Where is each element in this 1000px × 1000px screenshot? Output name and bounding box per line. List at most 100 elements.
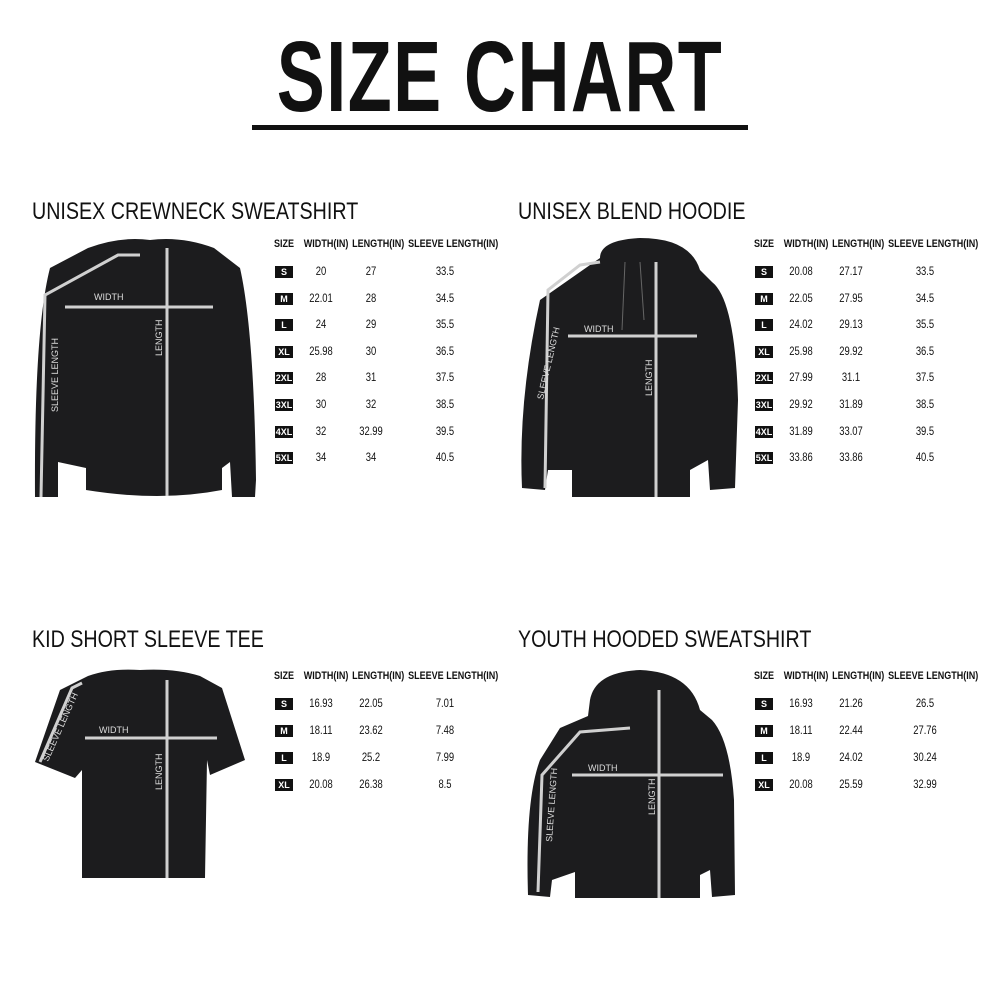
column-header-sleeve-length: SLEEVE LENGTH(IN) xyxy=(408,238,499,250)
cell-length: 24.02 xyxy=(839,752,863,764)
table-header: SIZE WIDTH(IN) LENGTH(IN) SLEEVE LENGTH(IN) xyxy=(270,238,499,252)
cell-width: 18.11 xyxy=(309,725,333,737)
cell-length: 29.92 xyxy=(839,345,863,358)
cell-length: 22.44 xyxy=(839,725,863,737)
cell-sleeve-length: 40.5 xyxy=(435,452,455,465)
cell-width: 16.93 xyxy=(309,698,333,710)
cell-width: 33.86 xyxy=(789,452,813,465)
table-row: 4XL 32 32.99 39.5 xyxy=(270,425,490,440)
size-badge: L xyxy=(275,752,293,764)
size-badge: 2XL xyxy=(755,372,773,385)
cell-width: 24.02 xyxy=(789,319,813,332)
column-header-length: LENGTH(IN) xyxy=(352,238,405,250)
cell-length: 33.86 xyxy=(839,452,863,465)
cell-width: 24 xyxy=(315,319,327,332)
cell-width: 18.9 xyxy=(311,752,331,764)
cell-sleeve-length: 38.5 xyxy=(915,399,935,411)
table-row: 3XL 30 32 38.5 xyxy=(270,399,490,413)
cell-length: 27 xyxy=(365,266,377,278)
cell-length: 21.26 xyxy=(839,698,863,710)
cell-length: 33.07 xyxy=(839,425,863,438)
size-badge: 3XL xyxy=(755,399,773,411)
cell-width: 31.89 xyxy=(789,425,813,438)
youth-hoodie-image: WIDTH LENGTH SLEEVE LENGTH xyxy=(527,670,735,898)
cell-width: 28 xyxy=(315,372,327,385)
length-label: LENGTH xyxy=(154,753,164,790)
cell-sleeve-length: 39.5 xyxy=(915,425,935,438)
size-badge: M xyxy=(275,725,293,737)
section-heading-hoodie: UNISEX BLEND HOODIE xyxy=(518,198,746,225)
cell-sleeve-length: 33.5 xyxy=(435,266,455,278)
size-badge: 5XL xyxy=(275,452,293,465)
cell-sleeve-length: 7.48 xyxy=(435,725,455,737)
size-badge: XL xyxy=(755,345,773,358)
size-badge: 3XL xyxy=(275,399,293,411)
cell-width: 20 xyxy=(315,266,327,278)
cell-length: 27.95 xyxy=(839,292,863,305)
section-heading-kid-tee: KID SHORT SLEEVE TEE xyxy=(32,626,264,653)
cell-width: 27.99 xyxy=(789,372,813,385)
cell-width: 20.08 xyxy=(789,266,813,278)
table-row: L 24 29 35.5 xyxy=(270,319,490,333)
cell-width: 16.93 xyxy=(789,698,813,710)
page-title: SIZE CHART xyxy=(0,22,1000,132)
size-badge: L xyxy=(755,752,773,764)
column-header-length: LENGTH(IN) xyxy=(832,238,885,250)
cell-sleeve-length: 34.5 xyxy=(915,292,935,305)
table-row: 5XL 33.86 33.86 40.5 xyxy=(750,452,970,466)
cell-width: 18.9 xyxy=(791,752,811,764)
section-heading-youth-hoodie: YOUTH HOODED SWEATSHIRT xyxy=(518,626,812,653)
cell-sleeve-length: 26.5 xyxy=(915,698,935,710)
table-row: XL 25.98 29.92 36.5 xyxy=(750,345,970,360)
cell-width: 22.05 xyxy=(789,292,813,305)
cell-width: 20.08 xyxy=(789,779,813,791)
size-badge: L xyxy=(755,319,773,332)
length-label: LENGTH xyxy=(644,359,654,396)
size-badge: S xyxy=(275,266,293,278)
column-header-size: SIZE xyxy=(273,670,295,682)
cell-length: 26.38 xyxy=(359,779,383,791)
table-row: 3XL 29.92 31.89 38.5 xyxy=(750,399,970,413)
table-row: XL 20.08 25.59 32.99 xyxy=(750,779,970,793)
size-badge: XL xyxy=(275,345,293,358)
column-header-width: WIDTH(IN) xyxy=(783,670,829,682)
table-row: L 24.02 29.13 35.5 xyxy=(750,319,970,333)
size-badge: S xyxy=(275,698,293,710)
cell-width: 20.08 xyxy=(309,779,333,791)
section-heading-crewneck: UNISEX CREWNECK SWEATSHIRT xyxy=(32,198,359,225)
column-header-width: WIDTH(IN) xyxy=(783,238,829,250)
cell-sleeve-length: 34.5 xyxy=(435,292,455,305)
cell-width: 32 xyxy=(315,425,327,438)
cell-length: 29.13 xyxy=(839,319,863,332)
cell-width: 25.98 xyxy=(309,345,333,358)
column-header-width: WIDTH(IN) xyxy=(303,238,349,250)
table-row: S 16.93 22.05 7.01 xyxy=(270,698,490,712)
table-row: L 18.9 25.2 7.99 xyxy=(270,752,490,766)
cell-width: 18.11 xyxy=(789,725,813,737)
cell-length: 31 xyxy=(365,372,377,385)
cell-width: 34 xyxy=(315,452,327,465)
cell-length: 32 xyxy=(365,399,377,411)
column-header-length: LENGTH(IN) xyxy=(832,670,885,682)
size-badge: XL xyxy=(275,779,293,791)
size-badge: XL xyxy=(755,779,773,791)
cell-sleeve-length: 37.5 xyxy=(915,372,935,385)
table-row: 2XL 28 31 37.5 xyxy=(270,372,490,386)
table-row: L 18.9 24.02 30.24 xyxy=(750,752,970,766)
cell-length: 34 xyxy=(365,452,377,465)
cell-length: 25.59 xyxy=(839,779,863,791)
cell-sleeve-length: 40.5 xyxy=(915,452,935,465)
cell-width: 29.92 xyxy=(789,399,813,411)
table-row: XL 25.98 30 36.5 xyxy=(270,345,490,360)
table-row: M 18.11 22.44 27.76 xyxy=(750,725,970,739)
cell-length: 31.1 xyxy=(841,372,861,385)
cell-sleeve-length: 35.5 xyxy=(435,319,455,332)
cell-length: 31.89 xyxy=(839,399,863,411)
cell-sleeve-length: 7.99 xyxy=(435,752,455,764)
cell-length: 22.05 xyxy=(359,698,383,710)
table-row: XL 20.08 26.38 8.5 xyxy=(270,779,490,793)
column-header-sleeve-length: SLEEVE LENGTH(IN) xyxy=(888,238,979,250)
table-header: SIZE WIDTH(IN) LENGTH(IN) SLEEVE LENGTH(IN) xyxy=(270,670,498,684)
column-header-sleeve-length: SLEEVE LENGTH(IN) xyxy=(888,670,979,682)
